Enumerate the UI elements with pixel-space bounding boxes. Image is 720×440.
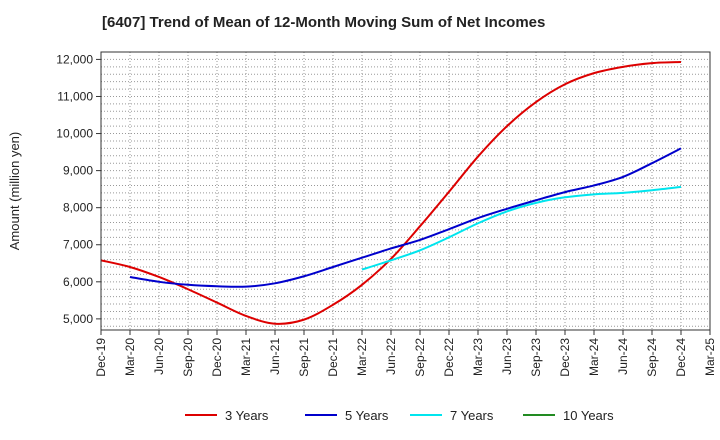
plot-frame xyxy=(100,51,711,331)
x-tick-label: Jun-24 xyxy=(616,338,630,375)
plot-border xyxy=(100,51,711,331)
x-tick-label: Dec-21 xyxy=(326,338,340,377)
x-tick-label: Mar-20 xyxy=(123,338,137,376)
x-tick-label: Mar-21 xyxy=(239,338,253,376)
y-tick-label: 6,000 xyxy=(63,275,93,289)
x-tick-label: Sep-24 xyxy=(645,338,659,377)
legend-label: 3 Years xyxy=(225,408,269,423)
series-line-7-years xyxy=(361,185,682,271)
y-tick-label: 12,000 xyxy=(56,52,93,66)
x-tick-label: Jun-23 xyxy=(500,338,514,375)
y-tick-label: 8,000 xyxy=(63,201,93,215)
chart-title: [6407] Trend of Mean of 12-Month Moving … xyxy=(102,14,546,31)
x-tick-label: Mar-25 xyxy=(703,338,717,376)
legend-label: 10 Years xyxy=(563,408,614,423)
x-tick-label: Sep-23 xyxy=(529,338,543,377)
x-tick-label: Dec-20 xyxy=(210,338,224,377)
y-axis-title: Amount (million yen) xyxy=(7,132,22,251)
legend-label: 7 Years xyxy=(450,408,494,423)
x-tick-label: Mar-24 xyxy=(587,338,601,376)
x-tick-label: Jun-21 xyxy=(268,338,282,375)
grid xyxy=(100,51,711,330)
y-tick-label: 7,000 xyxy=(63,238,93,252)
y-tick-label: 10,000 xyxy=(56,127,93,141)
y-axis: 5,000 6,000 7,000 8,000 9,000 10,000 11,000 12,… xyxy=(7,52,101,326)
legend: 3 Years 5 Years 7 Years 10 Years xyxy=(185,408,614,423)
x-tick-label: Jun-20 xyxy=(152,338,166,375)
x-tick-label: Dec-24 xyxy=(674,338,688,377)
x-tick-label: Dec-19 xyxy=(94,338,108,377)
y-tick-label: 5,000 xyxy=(63,312,93,326)
x-tick-label: Mar-23 xyxy=(471,338,485,376)
x-tick-label: Jun-22 xyxy=(384,338,398,375)
x-tick-label: Sep-21 xyxy=(297,338,311,377)
series-line-3-years xyxy=(100,61,682,325)
x-tick-label: Sep-22 xyxy=(413,338,427,377)
x-tick-label: Dec-22 xyxy=(442,338,456,377)
x-tick-label: Dec-23 xyxy=(558,338,572,377)
legend-label: 5 Years xyxy=(345,408,389,423)
x-tick-label: Mar-22 xyxy=(355,338,369,376)
series-line-5-years xyxy=(129,147,682,288)
x-axis: Dec-19 Mar-20 Jun-20 Sep-20 Dec-20 Mar-21 Jun-… xyxy=(94,330,717,377)
y-tick-label: 9,000 xyxy=(63,164,93,178)
series-lines xyxy=(100,61,682,325)
x-tick-label: Sep-20 xyxy=(181,338,195,377)
y-tick-label: 11,000 xyxy=(57,89,93,103)
